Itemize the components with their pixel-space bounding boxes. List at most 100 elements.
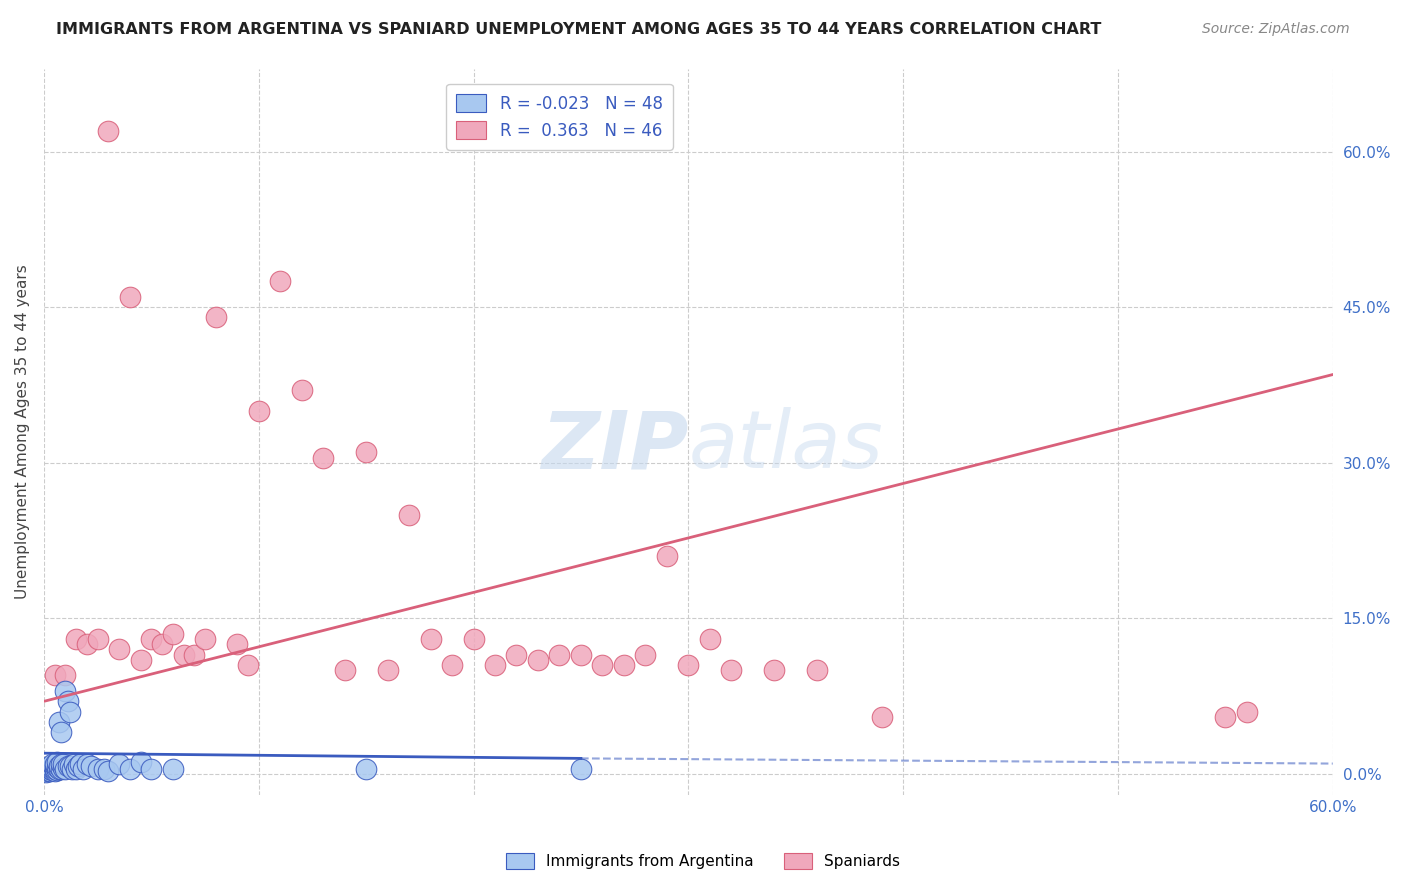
Point xyxy=(44,762,66,776)
Point xyxy=(45,755,67,769)
Text: Source: ZipAtlas.com: Source: ZipAtlas.com xyxy=(1202,22,1350,37)
Point xyxy=(441,658,464,673)
Point xyxy=(48,715,70,730)
Point xyxy=(41,763,63,777)
Point xyxy=(53,668,76,682)
Point xyxy=(44,764,66,778)
Point xyxy=(35,764,58,779)
Point xyxy=(59,758,82,772)
Point xyxy=(291,383,314,397)
Point xyxy=(655,549,678,563)
Point xyxy=(41,761,63,775)
Point xyxy=(67,758,90,772)
Point xyxy=(60,762,83,776)
Point xyxy=(183,648,205,662)
Point xyxy=(419,632,441,646)
Point xyxy=(699,632,721,646)
Point xyxy=(65,632,87,646)
Point xyxy=(806,663,828,677)
Text: IMMIGRANTS FROM ARGENTINA VS SPANIARD UNEMPLOYMENT AMONG AGES 35 TO 44 YEARS COR: IMMIGRANTS FROM ARGENTINA VS SPANIARD UN… xyxy=(56,22,1102,37)
Point xyxy=(56,758,79,772)
Point xyxy=(39,762,62,776)
Point xyxy=(226,637,249,651)
Point xyxy=(37,764,59,778)
Point xyxy=(56,694,79,708)
Point xyxy=(37,762,59,776)
Point xyxy=(118,290,141,304)
Point xyxy=(569,762,592,776)
Point xyxy=(44,756,66,771)
Point xyxy=(613,658,636,673)
Point xyxy=(129,653,152,667)
Point xyxy=(505,648,527,662)
Point xyxy=(45,763,67,777)
Point xyxy=(49,756,72,771)
Point xyxy=(48,762,70,776)
Point xyxy=(97,124,120,138)
Point xyxy=(108,756,131,771)
Point xyxy=(49,725,72,739)
Point xyxy=(763,663,786,677)
Point xyxy=(548,648,571,662)
Point xyxy=(52,761,75,775)
Point xyxy=(141,762,163,776)
Point xyxy=(129,755,152,769)
Point xyxy=(484,658,506,673)
Point xyxy=(86,762,108,776)
Point xyxy=(80,758,103,772)
Point xyxy=(333,663,356,677)
Point xyxy=(194,632,217,646)
Point xyxy=(39,758,62,772)
Point xyxy=(377,663,399,677)
Point xyxy=(1215,710,1237,724)
Text: ZIP: ZIP xyxy=(541,407,689,485)
Text: atlas: atlas xyxy=(689,407,883,485)
Point xyxy=(76,756,98,771)
Point xyxy=(162,627,184,641)
Point xyxy=(1236,705,1258,719)
Point xyxy=(44,668,66,682)
Point xyxy=(45,760,67,774)
Point xyxy=(634,648,657,662)
Point xyxy=(269,274,291,288)
Point xyxy=(93,762,115,776)
Point xyxy=(41,756,63,771)
Point xyxy=(870,710,893,724)
Point xyxy=(72,762,94,776)
Point xyxy=(354,762,377,776)
Point xyxy=(569,648,592,662)
Point xyxy=(53,684,76,698)
Point xyxy=(53,762,76,776)
Point xyxy=(141,632,163,646)
Point xyxy=(97,764,120,778)
Point xyxy=(108,642,131,657)
Point xyxy=(44,758,66,772)
Point xyxy=(63,756,86,771)
Point xyxy=(76,637,98,651)
Point xyxy=(162,762,184,776)
Point xyxy=(247,404,270,418)
Point xyxy=(65,762,87,776)
Point xyxy=(173,648,195,662)
Legend: R = -0.023   N = 48, R =  0.363   N = 46: R = -0.023 N = 48, R = 0.363 N = 46 xyxy=(446,84,672,150)
Y-axis label: Unemployment Among Ages 35 to 44 years: Unemployment Among Ages 35 to 44 years xyxy=(15,264,30,599)
Point xyxy=(720,663,742,677)
Point xyxy=(463,632,485,646)
Point xyxy=(69,756,91,771)
Point xyxy=(150,637,173,651)
Point xyxy=(591,658,613,673)
Point xyxy=(49,762,72,776)
Point xyxy=(398,508,420,522)
Point xyxy=(312,450,335,465)
Point xyxy=(48,758,70,772)
Point xyxy=(236,658,259,673)
Point xyxy=(86,632,108,646)
Point xyxy=(204,310,226,325)
Point xyxy=(39,764,62,778)
Point xyxy=(59,705,82,719)
Legend: Immigrants from Argentina, Spaniards: Immigrants from Argentina, Spaniards xyxy=(501,847,905,875)
Point xyxy=(678,658,700,673)
Point xyxy=(118,762,141,776)
Point xyxy=(527,653,550,667)
Point xyxy=(354,445,377,459)
